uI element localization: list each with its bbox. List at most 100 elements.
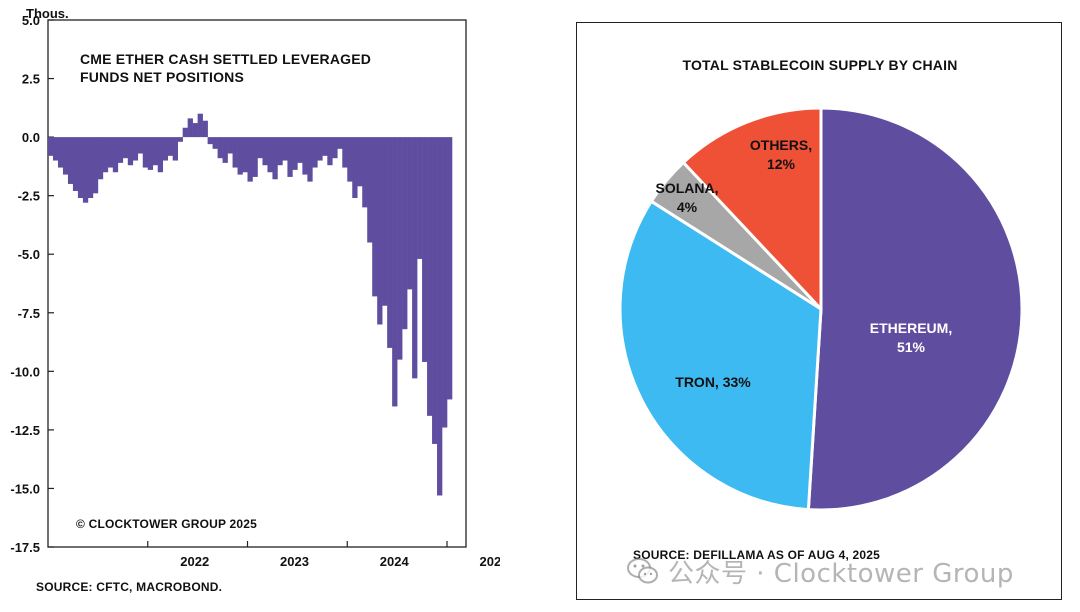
y-tick-label: -2.5 xyxy=(18,189,40,204)
y-tick-label: 0.0 xyxy=(22,130,40,145)
bar xyxy=(217,137,223,159)
bar xyxy=(157,137,164,173)
bar xyxy=(232,137,238,168)
x-tick-label: 2024 xyxy=(380,554,410,569)
bar xyxy=(292,137,298,170)
pie-label-value: 51% xyxy=(897,339,926,355)
bar xyxy=(307,137,313,182)
bar xyxy=(447,137,453,400)
bar xyxy=(222,137,228,163)
bar xyxy=(432,137,438,444)
bar xyxy=(437,137,443,496)
bar xyxy=(167,137,173,156)
bar xyxy=(122,137,129,159)
bar xyxy=(72,137,79,191)
y-tick-label: -12.5 xyxy=(10,423,40,438)
stablecoin-supply-panel: TOTAL STABLECOIN SUPPLY BY CHAIN ETHEREU… xyxy=(576,22,1062,600)
bar xyxy=(392,137,398,407)
bar xyxy=(272,137,278,180)
bar xyxy=(242,137,248,173)
bar xyxy=(337,137,343,149)
watermark-text: 公众号 · Clocktower Group xyxy=(668,558,1014,589)
pie-label: OTHERS, xyxy=(750,137,812,153)
bar-series xyxy=(48,113,453,496)
x-tick-label: 2025 xyxy=(480,554,500,569)
y-tick-label: -5.0 xyxy=(18,247,40,262)
bar xyxy=(302,137,308,175)
bar xyxy=(352,137,358,199)
bar xyxy=(162,137,169,161)
bar xyxy=(417,137,423,259)
bar xyxy=(52,137,59,161)
pie-slice-ethereum xyxy=(806,106,1024,512)
bar xyxy=(247,137,253,182)
bar xyxy=(407,137,413,290)
bar xyxy=(207,137,213,145)
bar xyxy=(322,137,328,156)
y-unit-label: Thous. xyxy=(26,6,69,21)
pie-slices xyxy=(618,106,1024,512)
bar xyxy=(252,137,258,177)
bar xyxy=(177,137,183,142)
bar xyxy=(147,137,154,170)
bar xyxy=(412,137,418,379)
plot-frame xyxy=(47,19,467,548)
chart-title: CME ETHER CASH SETTLED LEVERAGED FUNDS N… xyxy=(80,51,372,85)
bar xyxy=(62,137,69,175)
y-tick-label: 5.0 xyxy=(22,13,40,28)
bar xyxy=(317,137,323,161)
bar xyxy=(237,137,243,175)
bar xyxy=(202,120,208,138)
bar xyxy=(67,137,74,184)
bar xyxy=(332,137,338,159)
bar xyxy=(87,137,94,199)
net-positions-bar-chart: 5.0 2.5 0.0 -2.5 -5.0 -7.5 -10.0 -12.5 -15.0 -17.… xyxy=(10,13,500,569)
bar xyxy=(137,137,144,154)
bar xyxy=(132,137,139,161)
pie-slice-others xyxy=(681,106,823,313)
bar xyxy=(257,137,263,159)
bar xyxy=(267,137,273,173)
bar xyxy=(402,137,408,330)
bar xyxy=(312,137,318,168)
bar xyxy=(172,137,178,161)
bar xyxy=(197,113,203,138)
y-tick-label: -15.0 xyxy=(10,481,40,496)
bar xyxy=(342,137,348,168)
bar xyxy=(192,123,198,138)
bar xyxy=(382,137,388,306)
source-note: SOURCE: CFTC, MACROBOND. xyxy=(36,580,223,594)
bar xyxy=(182,127,188,138)
bar xyxy=(82,137,89,203)
bar xyxy=(397,137,403,360)
bar xyxy=(422,137,428,362)
bar xyxy=(262,137,268,166)
bar xyxy=(117,137,124,163)
bar xyxy=(48,137,54,156)
bar xyxy=(377,137,383,325)
pie-label: ETHEREUM, xyxy=(870,320,952,336)
pie-title: TOTAL STABLECOIN SUPPLY BY CHAIN xyxy=(682,57,958,73)
y-axis: 5.0 2.5 0.0 -2.5 -5.0 -7.5 -10.0 -12.5 -15.0 -17.… xyxy=(10,13,54,555)
bar xyxy=(97,137,104,180)
pie-labels: ETHEREUM, 51% TRON, 33% SOLANA, 4% OTHERS, 12% xyxy=(656,137,953,390)
pie-label-value: 12% xyxy=(767,156,796,172)
bar xyxy=(57,137,64,168)
copyright-note: © CLOCKTOWER GROUP 2025 xyxy=(76,517,258,531)
net-positions-chart-panel: Thous. 5.0 2.5 0.0 -2.5 -5.0 -7.5 -10.0 -12.5 -1… xyxy=(0,0,500,612)
bar xyxy=(127,137,134,166)
x-tick-label: 2023 xyxy=(280,554,309,569)
y-tick-label: 2.5 xyxy=(22,72,40,87)
bar xyxy=(107,137,114,168)
y-tick-label: -7.5 xyxy=(18,306,40,321)
bar xyxy=(277,137,283,166)
wechat-icon xyxy=(627,558,658,584)
bar xyxy=(77,137,84,199)
stablecoin-pie-chart: ETHEREUM, 51% TRON, 33% SOLANA, 4% OTHERS, 12% xyxy=(618,106,1024,512)
bar xyxy=(357,137,363,187)
x-axis: 2022 2023 2024 2025 xyxy=(147,541,500,569)
pie-label: TRON, 33% xyxy=(675,374,751,390)
y-tick-label: -10.0 xyxy=(10,364,40,379)
bar xyxy=(327,137,333,166)
bar xyxy=(92,137,99,194)
